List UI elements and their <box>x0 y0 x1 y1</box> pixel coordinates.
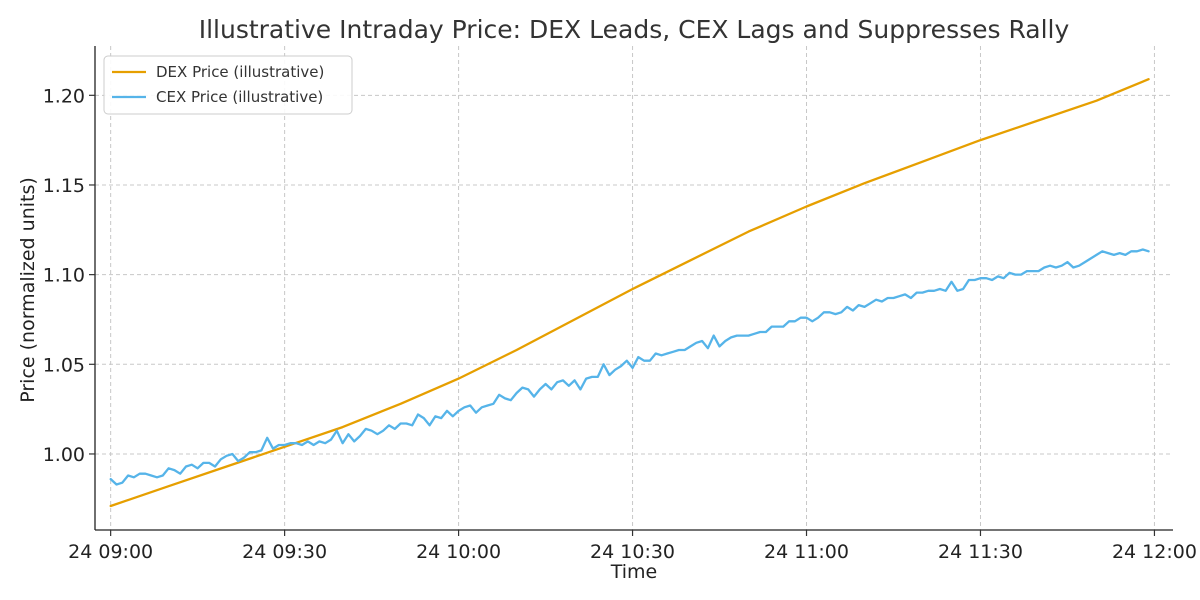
y-tick-label: 1.15 <box>43 175 85 197</box>
chart-title: Illustrative Intraday Price: DEX Leads, … <box>199 15 1070 44</box>
x-axis-ticks: 24 09:00 24 09:30 24 10:00 24 10:30 24 11:00… <box>68 530 1197 563</box>
series-line-dex <box>109 78 1150 508</box>
x-tick-label: 24 11:30 <box>938 541 1023 563</box>
x-axis-label: Time <box>610 561 658 583</box>
y-tick-label: 1.10 <box>43 265 85 287</box>
legend-box <box>103 55 353 115</box>
x-tick-label: 24 09:30 <box>242 541 327 563</box>
x-tick-label: 24 11:00 <box>764 541 849 563</box>
x-tick-label: 24 12:00 <box>1112 541 1197 563</box>
legend: DEX Price (illustrative) CEX Price (illus… <box>103 55 353 115</box>
axes <box>94 46 1173 531</box>
y-tick-label: 1.00 <box>43 444 85 466</box>
y-tick-label: 1.05 <box>43 354 85 376</box>
legend-entry: DEX Price (illustrative) <box>156 63 324 81</box>
y-tick-label: 1.20 <box>43 85 85 107</box>
series-line-cex <box>109 248 1150 486</box>
y-axis-ticks: 1.00 1.05 1.10 1.15 1.20 <box>43 85 95 466</box>
x-tick-label: 24 09:00 <box>68 541 153 563</box>
legend-entry: CEX Price (illustrative) <box>156 88 323 106</box>
series-layer <box>109 78 1150 508</box>
x-tick-label: 24 10:00 <box>416 541 501 563</box>
y-axis-label: Price (normalized units) <box>17 177 39 403</box>
x-tick-label: 24 10:30 <box>590 541 675 563</box>
